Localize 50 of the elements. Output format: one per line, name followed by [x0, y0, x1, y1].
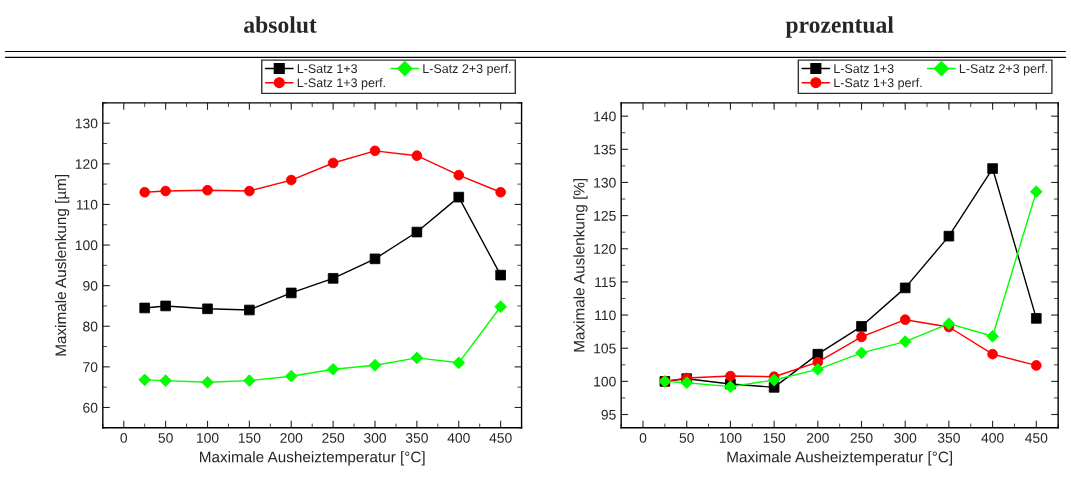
legend-label: L-Satz 1+3 perf.: [834, 78, 922, 90]
y-tick-label: 135: [594, 144, 616, 155]
x-tick-label: 300: [894, 433, 917, 443]
y-tick-label: 100: [594, 376, 616, 387]
x-tick-label: 350: [405, 433, 428, 443]
y-tick-label: 130: [594, 177, 616, 188]
x-tick-label: 200: [806, 433, 829, 443]
x-tick-label: 250: [850, 433, 873, 443]
y-tick-label: 95: [601, 409, 616, 420]
x-axis-title: Maximale Ausheiztemperatur [°C]: [200, 451, 425, 466]
y-tick-label: 90: [83, 280, 98, 291]
y-tick-label: 80: [83, 321, 98, 332]
x-tick-label: 150: [763, 433, 786, 443]
x-tick-label: 150: [238, 433, 261, 443]
y-tick-label: 70: [83, 362, 98, 373]
x-axis-title: Maximale Ausheiztemperatur [°C]: [727, 451, 953, 466]
chart-title: prozentual: [785, 16, 894, 38]
y-tick-label: 100: [75, 240, 98, 251]
x-tick-label: 400: [981, 433, 1004, 443]
y-tick-label: 105: [594, 343, 616, 354]
x-tick-label: 0: [639, 433, 647, 443]
x-tick-label: 350: [937, 433, 960, 443]
chart-title: absolut: [244, 16, 317, 33]
x-tick-label: 450: [1025, 433, 1048, 443]
x-tick-label: 50: [679, 433, 694, 443]
x-tick-label: 50: [158, 433, 173, 443]
x-tick-label: 300: [363, 433, 387, 443]
x-tick-label: 100: [196, 433, 219, 443]
legend-label: L-Satz 2+3 perf.: [423, 63, 511, 76]
y-tick-label: 110: [76, 199, 98, 210]
x-tick-label: 0: [120, 433, 128, 443]
y-tick-label: 140: [594, 111, 616, 122]
legend-label: L-Satz 1+3: [297, 64, 358, 74]
y-tick-label: 130: [75, 118, 98, 129]
x-tick-label: 100: [719, 433, 742, 443]
x-tick-label: 200: [280, 433, 303, 443]
y-tick-label: 120: [594, 244, 616, 254]
x-tick-label: 250: [322, 433, 345, 443]
x-tick-label: 450: [489, 433, 512, 443]
y-tick-label: 110: [595, 310, 616, 321]
legend-label: L-Satz 2+3 perf.: [959, 63, 1048, 76]
x-tick-label: 400: [447, 433, 470, 443]
legend-label: L-Satz 1+3: [834, 64, 894, 74]
y-tick-label: 115: [595, 277, 616, 288]
legend-label: L-Satz 1+3 perf.: [297, 78, 385, 90]
y-tick-label: 120: [75, 159, 98, 169]
y-axis-title: Maximale Auslenkung [%]: [573, 178, 588, 352]
y-tick-label: 60: [83, 402, 98, 413]
y-tick-label: 125: [594, 210, 616, 221]
y-axis-title: Maximale Auslenkung [µm]: [54, 174, 70, 356]
